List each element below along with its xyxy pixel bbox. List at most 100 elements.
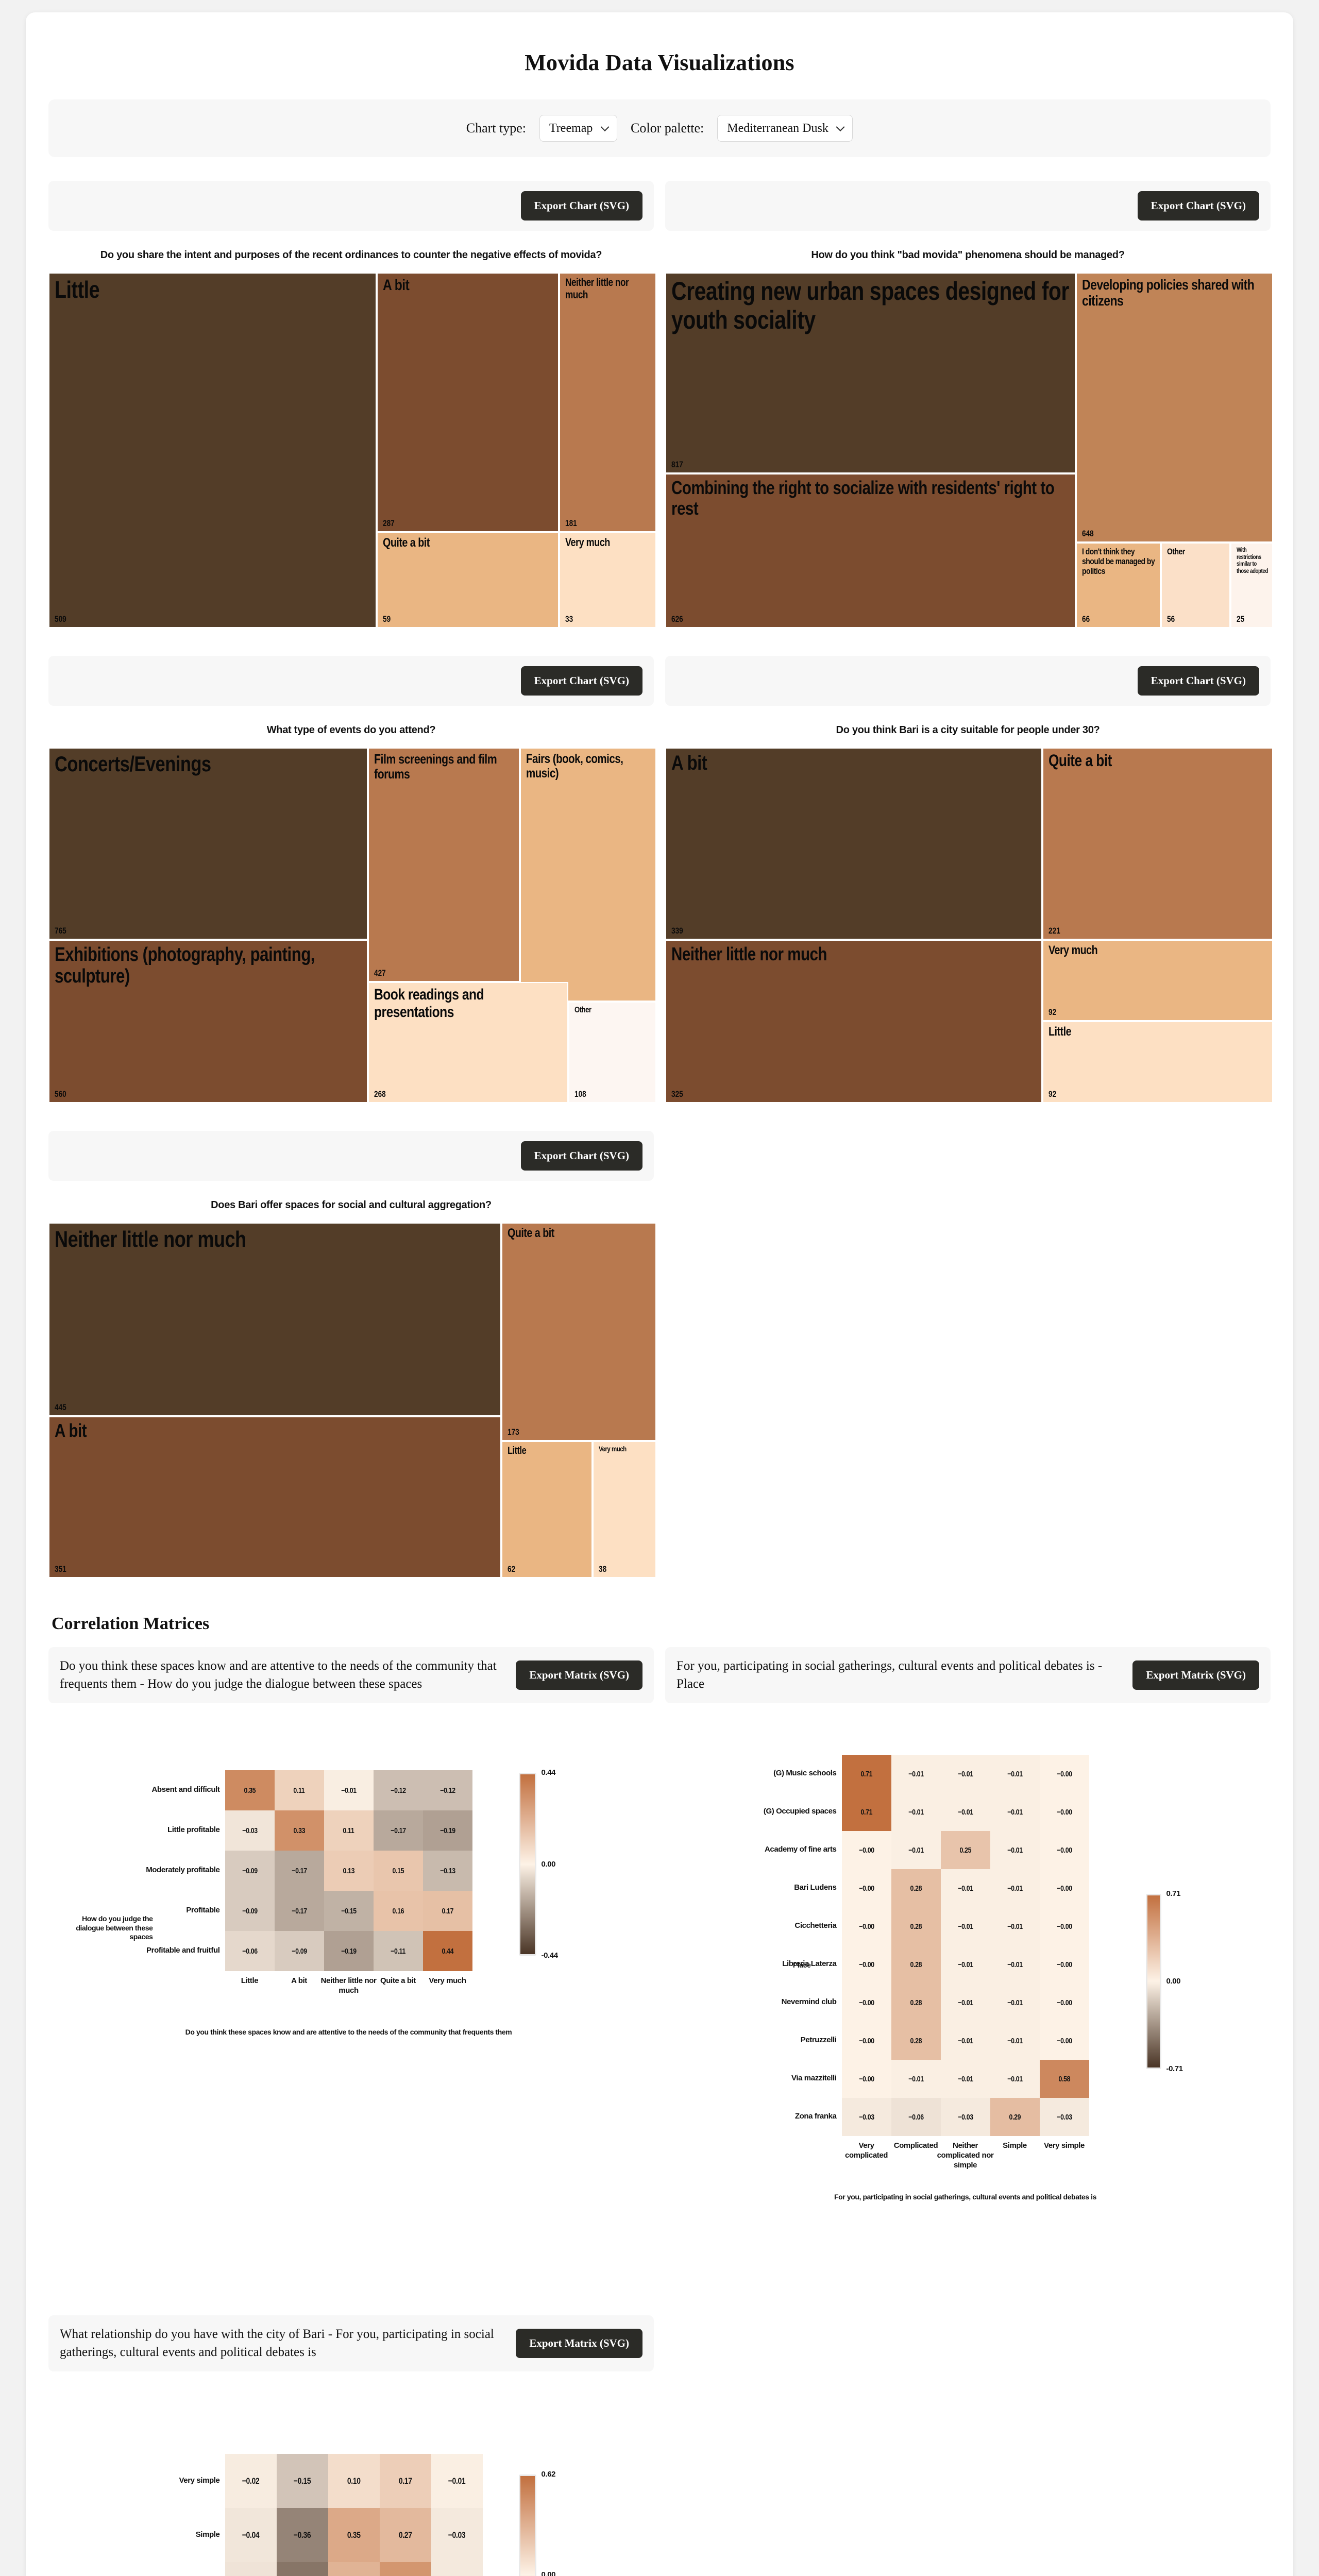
heatmap-cell[interactable]: −0.01 bbox=[940, 1984, 990, 2022]
treemap-tile[interactable]: A bit 351 bbox=[48, 1416, 502, 1578]
treemap-tile[interactable]: I don't think they should be managed by … bbox=[1075, 543, 1161, 628]
treemap-tile[interactable]: Other 108 bbox=[568, 1002, 656, 1103]
heatmap-cell[interactable]: −0.15 bbox=[324, 1891, 374, 1931]
export-chart-button[interactable]: Export Chart (SVG) bbox=[520, 191, 642, 221]
treemap-tile[interactable]: A bit 287 bbox=[377, 273, 560, 532]
treemap-tile[interactable]: Exhibitions (photography, painting, scul… bbox=[48, 939, 368, 1103]
heatmap-cell[interactable]: −0.09 bbox=[225, 1891, 275, 1931]
heatmap-cell[interactable]: −0.00 bbox=[1039, 1831, 1089, 1869]
heatmap-cell[interactable]: −0.01 bbox=[891, 1755, 941, 1793]
treemap-tile[interactable]: Little 509 bbox=[48, 273, 377, 628]
heatmap-cell[interactable]: −0.01 bbox=[431, 2454, 483, 2508]
heatmap-cell[interactable]: 0.35 bbox=[225, 1770, 275, 1810]
heatmap-cell[interactable]: 0.30 bbox=[328, 2562, 380, 2576]
treemap-tile[interactable]: Little 62 bbox=[501, 1441, 593, 1578]
heatmap-cell[interactable]: −0.01 bbox=[940, 2060, 990, 2098]
heatmap-cell[interactable]: 0.33 bbox=[274, 1810, 324, 1851]
heatmap-cell[interactable]: −0.00 bbox=[1039, 1793, 1089, 1831]
heatmap-cell[interactable]: 0.28 bbox=[891, 2022, 941, 2060]
treemap-tile[interactable]: Other 56 bbox=[1160, 543, 1231, 628]
heatmap-cell[interactable]: −0.00 bbox=[841, 1869, 891, 1907]
export-matrix-button[interactable]: Export Matrix (SVG) bbox=[516, 2329, 642, 2358]
heatmap-cell[interactable]: 0.11 bbox=[274, 1770, 324, 1810]
heatmap-cell[interactable]: −0.00 bbox=[1039, 1755, 1089, 1793]
heatmap-cell[interactable]: −0.12 bbox=[422, 1770, 472, 1810]
treemap-tile[interactable]: Neither little nor much 445 bbox=[48, 1223, 502, 1417]
heatmap-cell[interactable]: −0.03 bbox=[841, 2098, 891, 2136]
treemap-tile[interactable]: Film screenings and film forums 427 bbox=[367, 748, 520, 982]
treemap-tile[interactable]: Quite a bit 221 bbox=[1042, 748, 1273, 940]
heatmap-cell[interactable]: 0.28 bbox=[891, 1945, 941, 1984]
heatmap-cell[interactable]: −0.00 bbox=[1039, 1907, 1089, 1945]
heatmap-cell[interactable]: 0.58 bbox=[1039, 2060, 1089, 2098]
heatmap-cell[interactable]: 0.15 bbox=[373, 1851, 423, 1891]
chart-type-select[interactable]: Treemap bbox=[539, 115, 617, 142]
heatmap-cell[interactable]: −0.00 bbox=[841, 2022, 891, 2060]
heatmap-cell[interactable]: −0.01 bbox=[990, 1945, 1040, 1984]
heatmap-cell[interactable]: −0.01 bbox=[990, 2060, 1040, 2098]
treemap-tile[interactable]: Neither little nor much 325 bbox=[665, 939, 1042, 1103]
heatmap-cell[interactable]: −0.00 bbox=[841, 1984, 891, 2022]
heatmap-cell[interactable]: −0.00 bbox=[841, 2060, 891, 2098]
treemap-tile[interactable]: Neither little nor much 181 bbox=[559, 273, 656, 532]
heatmap-cell[interactable]: 0.28 bbox=[891, 1984, 941, 2022]
heatmap-cell[interactable]: −0.05 bbox=[225, 2562, 277, 2576]
heatmap-cell[interactable]: −0.01 bbox=[891, 2060, 941, 2098]
treemap-tile[interactable]: With restrictions similar to those adopt… bbox=[1230, 543, 1273, 628]
heatmap-cell[interactable]: 0.27 bbox=[379, 2508, 431, 2562]
heatmap-cell[interactable]: 0.28 bbox=[891, 1869, 941, 1907]
heatmap-cell[interactable]: −0.11 bbox=[373, 1931, 423, 1971]
treemap-tile[interactable]: Quite a bit 59 bbox=[377, 532, 560, 628]
treemap-tile[interactable]: Fairs (book, comics, music)374 bbox=[519, 748, 656, 1002]
heatmap-cell[interactable]: −0.09 bbox=[274, 1931, 324, 1971]
heatmap-cell[interactable]: −0.00 bbox=[1039, 1984, 1089, 2022]
heatmap-cell[interactable]: 0.28 bbox=[891, 1907, 941, 1945]
heatmap-cell[interactable]: −0.19 bbox=[422, 1810, 472, 1851]
heatmap-cell[interactable]: −0.12 bbox=[373, 1770, 423, 1810]
export-chart-button[interactable]: Export Chart (SVG) bbox=[520, 1141, 642, 1171]
export-chart-button[interactable]: Export Chart (SVG) bbox=[1137, 191, 1259, 221]
heatmap-cell[interactable]: −0.01 bbox=[990, 1984, 1040, 2022]
heatmap-cell[interactable]: −0.13 bbox=[422, 1851, 472, 1891]
heatmap-cell[interactable]: −0.06 bbox=[225, 1931, 275, 1971]
treemap-tile[interactable]: Little 92 bbox=[1042, 1021, 1273, 1103]
export-matrix-button[interactable]: Export Matrix (SVG) bbox=[516, 1660, 642, 1690]
heatmap-cell[interactable]: 0.44 bbox=[422, 1931, 472, 1971]
heatmap-cell[interactable]: −0.03 bbox=[431, 2562, 483, 2576]
color-palette-select[interactable]: Mediterranean Dusk bbox=[717, 115, 853, 142]
heatmap-cell[interactable]: −0.01 bbox=[940, 1907, 990, 1945]
chart-type-select-wrap[interactable]: Treemap bbox=[539, 115, 617, 142]
heatmap-cell[interactable]: −0.01 bbox=[990, 1831, 1040, 1869]
heatmap-cell[interactable]: −0.01 bbox=[324, 1770, 374, 1810]
treemap-tile[interactable]: Combining the right to socialize with re… bbox=[665, 473, 1076, 628]
heatmap-cell[interactable]: −0.41 bbox=[276, 2562, 328, 2576]
color-palette-select-wrap[interactable]: Mediterranean Dusk bbox=[717, 115, 853, 142]
treemap-tile[interactable]: Creating new urban spaces designed for y… bbox=[665, 273, 1076, 473]
heatmap-cell[interactable]: −0.04 bbox=[225, 2508, 277, 2562]
heatmap-cell[interactable]: 0.35 bbox=[328, 2508, 380, 2562]
heatmap-cell[interactable]: −0.01 bbox=[940, 1945, 990, 1984]
heatmap-cell[interactable]: −0.19 bbox=[324, 1931, 374, 1971]
heatmap-cell[interactable]: 0.11 bbox=[324, 1810, 374, 1851]
heatmap-cell[interactable]: −0.01 bbox=[990, 2022, 1040, 2060]
heatmap-cell[interactable]: −0.00 bbox=[1039, 1945, 1089, 1984]
heatmap-cell[interactable]: −0.01 bbox=[940, 1793, 990, 1831]
heatmap-cell[interactable]: 0.71 bbox=[841, 1793, 891, 1831]
treemap-tile[interactable]: Quite a bit 173 bbox=[501, 1223, 656, 1442]
heatmap-cell[interactable]: 0.13 bbox=[324, 1851, 374, 1891]
treemap-tile[interactable]: Book readings and presentations 268 bbox=[367, 982, 568, 1103]
heatmap-cell[interactable]: −0.03 bbox=[940, 2098, 990, 2136]
heatmap-cell[interactable]: −0.01 bbox=[891, 1793, 941, 1831]
treemap-tile[interactable]: Very much 33 bbox=[559, 532, 656, 628]
heatmap-cell[interactable]: −0.03 bbox=[431, 2508, 483, 2562]
heatmap-cell[interactable]: −0.03 bbox=[225, 1810, 275, 1851]
heatmap-cell[interactable]: 0.16 bbox=[373, 1891, 423, 1931]
heatmap-cell[interactable]: −0.00 bbox=[1039, 1869, 1089, 1907]
heatmap-cell[interactable]: 0.71 bbox=[841, 1755, 891, 1793]
export-chart-button[interactable]: Export Chart (SVG) bbox=[1137, 666, 1259, 696]
heatmap-cell[interactable]: −0.01 bbox=[940, 1755, 990, 1793]
heatmap-cell[interactable]: −0.36 bbox=[276, 2508, 328, 2562]
heatmap-cell[interactable]: −0.01 bbox=[940, 2022, 990, 2060]
heatmap-cell[interactable]: 0.10 bbox=[328, 2454, 380, 2508]
heatmap-cell[interactable]: 0.17 bbox=[379, 2454, 431, 2508]
